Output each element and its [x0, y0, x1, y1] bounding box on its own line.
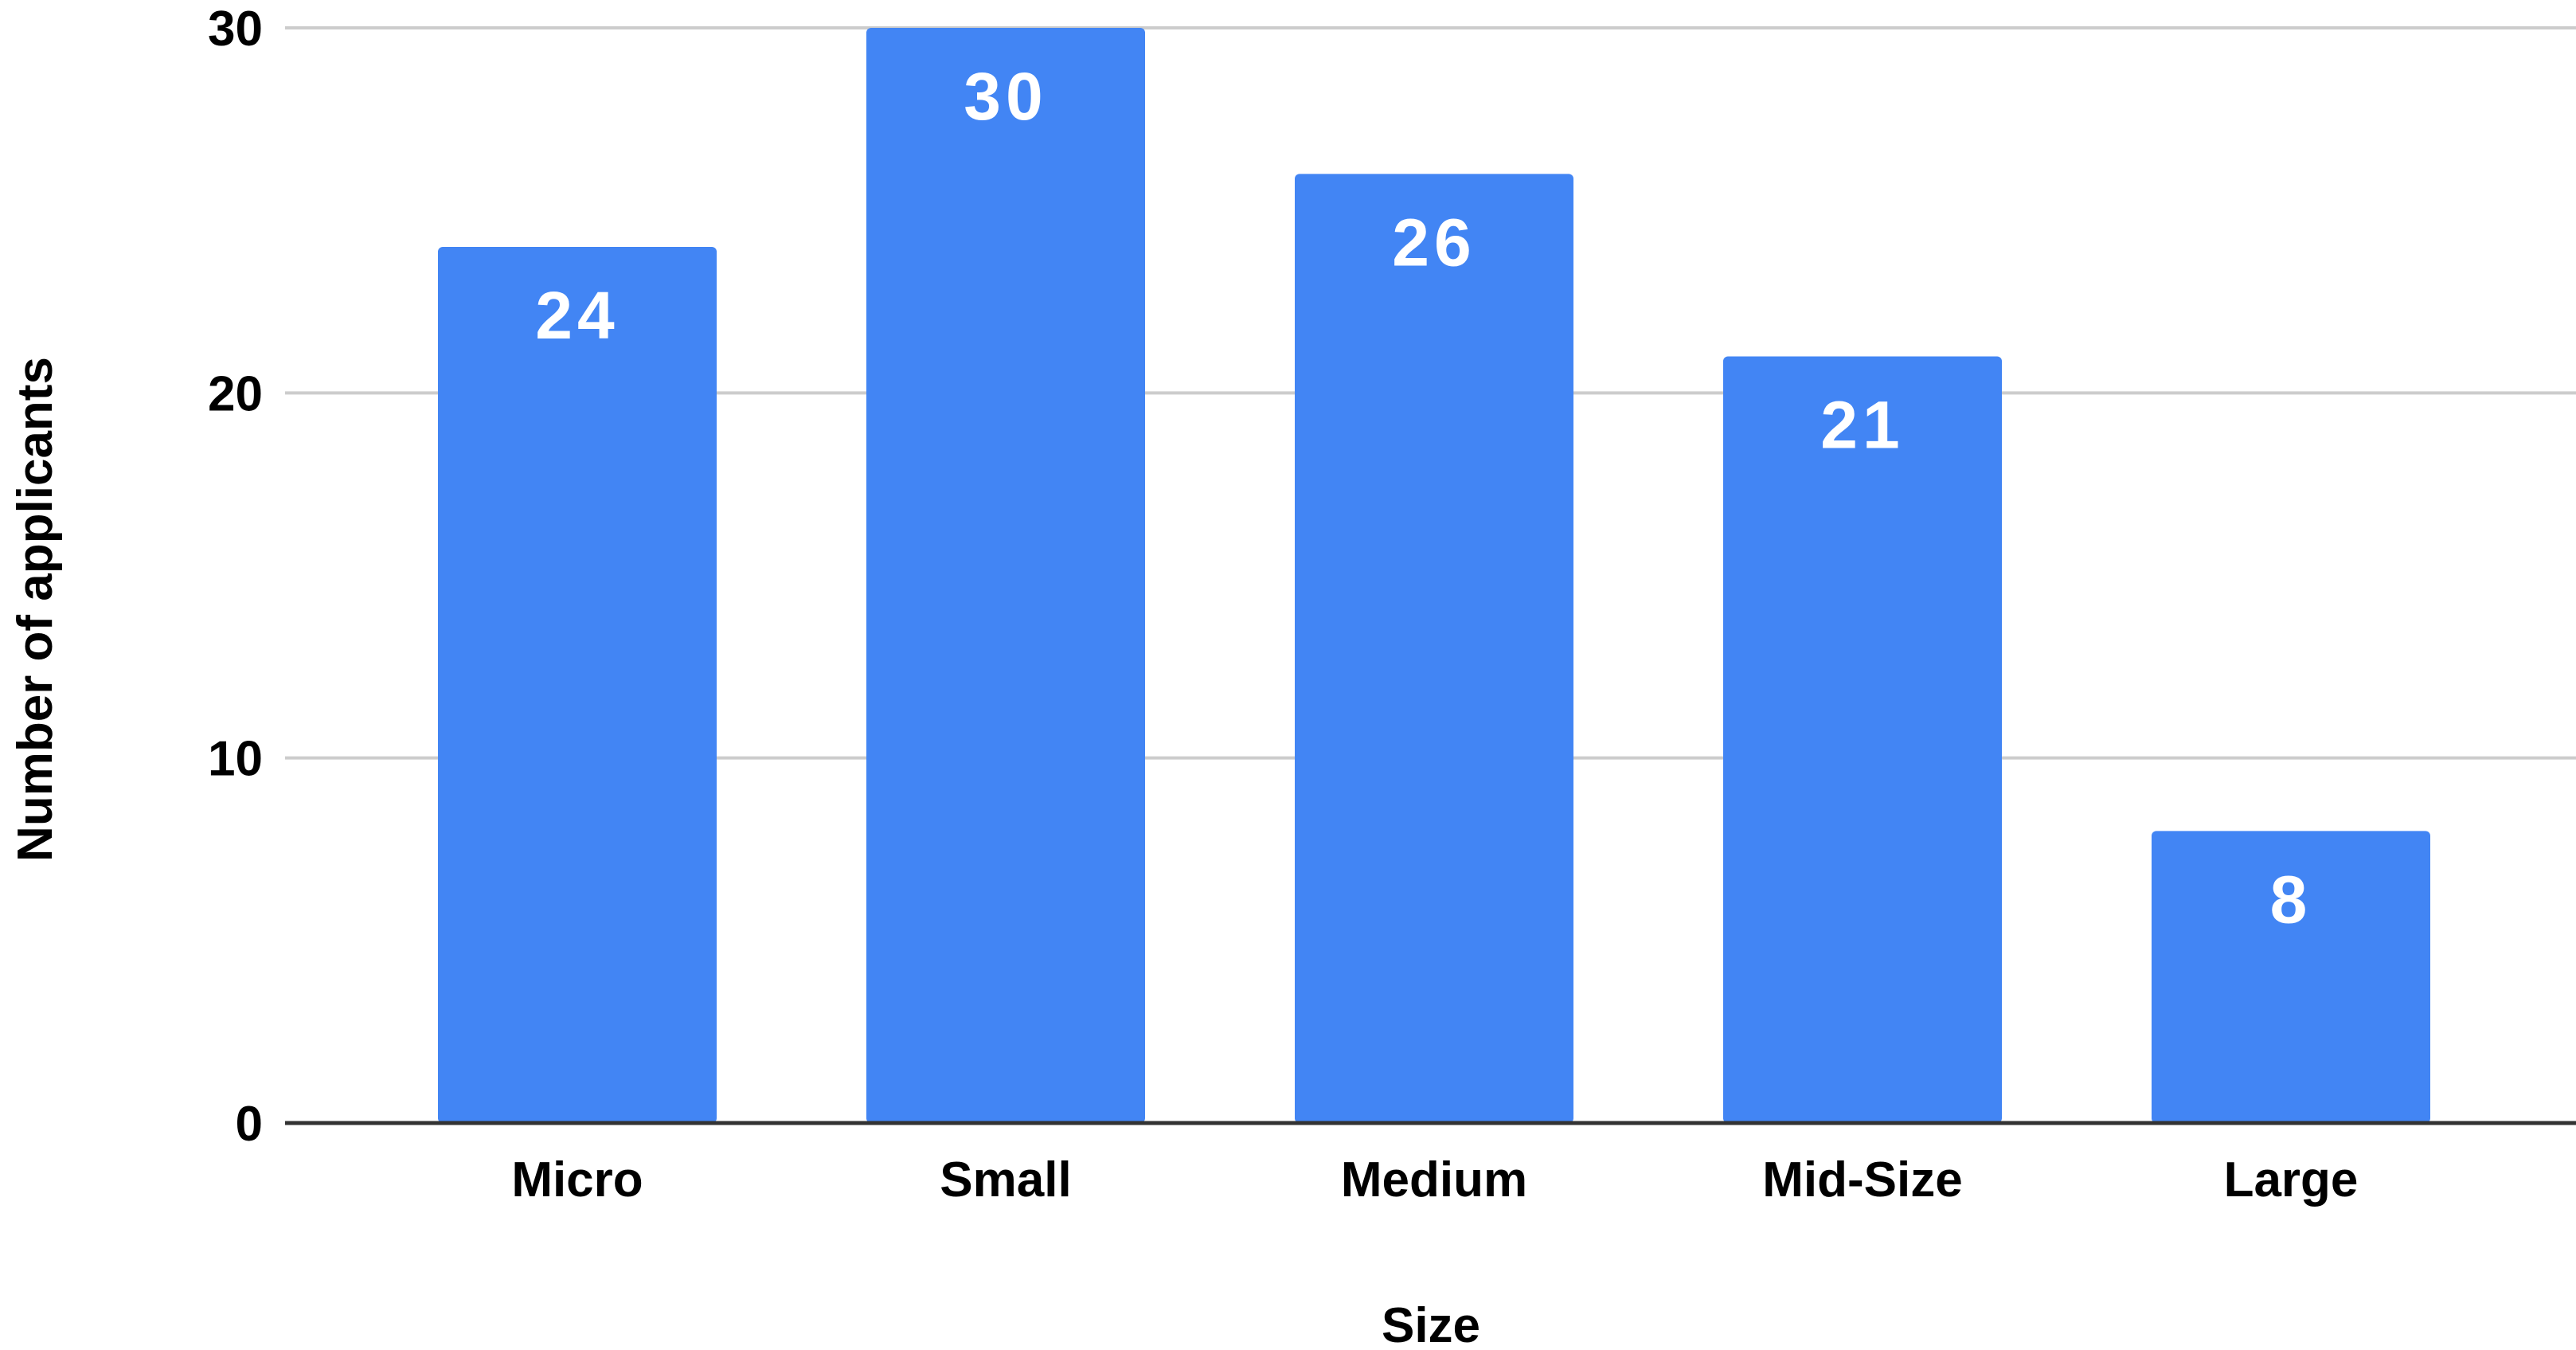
labels: 0 10 20 30 24 Micro 30 Small 26 Medium 21 Mid-Size 8…: [208, 2, 2358, 1207]
y-tick-label: 20: [208, 366, 263, 421]
bar-small: [866, 28, 1145, 1123]
data-label: 26: [1392, 205, 1476, 280]
y-axis-title: Number of applicants: [8, 357, 63, 862]
x-tick-label: Large: [2224, 1152, 2359, 1207]
data-label: 30: [964, 59, 1047, 134]
x-tick-label: Medium: [1341, 1152, 1527, 1207]
bar-large: [2152, 831, 2430, 1123]
bar-micro: [438, 247, 717, 1123]
bar-medium: [1295, 174, 1573, 1123]
x-tick-label: Mid-Size: [1762, 1152, 1962, 1207]
y-tick-label: 10: [208, 732, 263, 787]
bars: [438, 28, 2430, 1123]
y-tick-label: 0: [236, 1097, 263, 1152]
data-label: 8: [2270, 862, 2312, 937]
bar-mid-size: [1723, 356, 2002, 1123]
y-tick-label: 30: [208, 2, 263, 57]
x-tick-label: Small: [940, 1152, 1071, 1207]
data-label: 21: [1820, 388, 1904, 463]
x-tick-label: Micro: [511, 1152, 643, 1207]
data-label: 24: [535, 278, 619, 353]
x-axis-title: Size: [1382, 1298, 1480, 1350]
